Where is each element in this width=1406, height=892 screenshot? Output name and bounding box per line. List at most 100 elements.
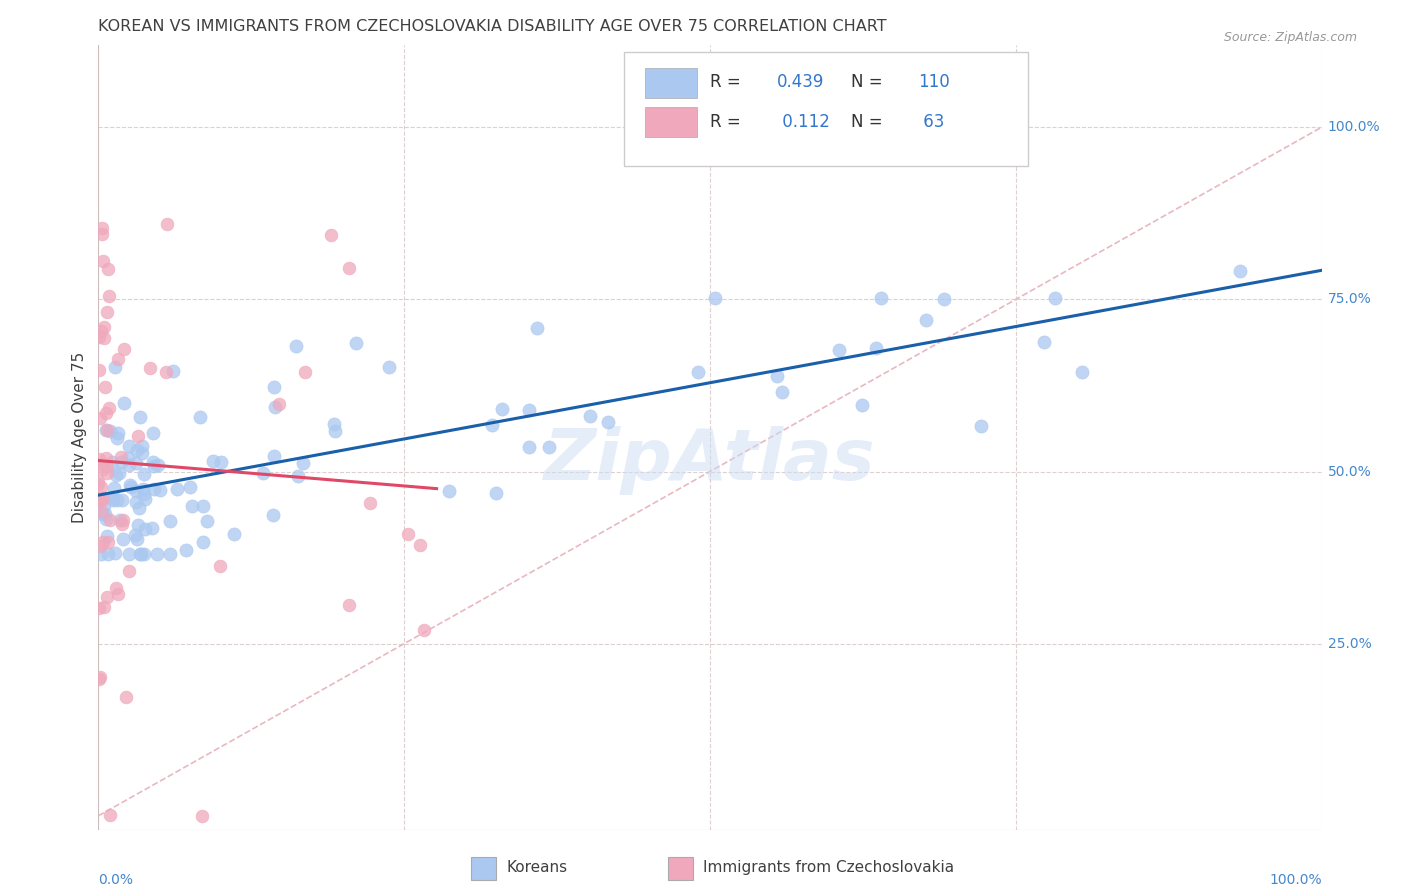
Point	[94, 507, 117, 521]
Point	[162, 364, 184, 378]
Point	[87, 673, 110, 687]
Text: ZipAtlas: ZipAtlas	[544, 426, 876, 495]
Point	[97, 535, 120, 549]
Point	[96, 512, 118, 526]
Point	[209, 455, 232, 469]
Point	[337, 599, 360, 613]
Point	[517, 403, 540, 417]
Point	[128, 501, 150, 516]
Point	[111, 493, 134, 508]
Point	[114, 690, 136, 704]
Point	[285, 339, 308, 353]
Point	[596, 415, 619, 429]
Text: R =: R =	[710, 73, 747, 91]
Point	[87, 475, 110, 489]
Point	[96, 591, 118, 605]
Point	[118, 547, 141, 561]
Point	[107, 587, 129, 601]
Point	[688, 365, 710, 379]
Point	[344, 335, 367, 350]
Point	[134, 522, 156, 536]
Point	[90, 491, 112, 505]
Text: Koreans: Koreans	[506, 861, 567, 875]
Point	[262, 508, 284, 523]
Point	[91, 253, 114, 268]
Point	[112, 342, 135, 356]
Point	[118, 458, 141, 472]
Point	[1229, 263, 1251, 277]
Point	[291, 457, 314, 471]
Point	[110, 450, 132, 464]
Point	[94, 423, 117, 437]
Y-axis label: Disability Age Over 75: Disability Age Over 75	[72, 351, 87, 523]
Text: 100.0%: 100.0%	[1270, 872, 1322, 887]
Point	[159, 547, 181, 561]
Point	[112, 513, 135, 527]
Point	[413, 623, 436, 637]
Point	[97, 289, 120, 303]
Point	[485, 485, 508, 500]
Point	[132, 487, 155, 501]
Point	[537, 440, 560, 454]
Point	[94, 379, 117, 393]
Point	[93, 507, 115, 521]
Point	[87, 600, 110, 615]
FancyBboxPatch shape	[624, 53, 1028, 166]
Text: N =: N =	[851, 112, 887, 130]
Point	[98, 808, 121, 822]
Point	[107, 352, 129, 367]
Point	[294, 365, 316, 379]
Point	[125, 456, 148, 470]
Point	[87, 362, 110, 376]
Point	[142, 425, 165, 440]
Point	[174, 543, 197, 558]
Point	[104, 546, 127, 560]
Text: 0.0%: 0.0%	[98, 872, 134, 887]
Point	[125, 443, 148, 458]
Point	[131, 446, 153, 460]
Point	[91, 221, 114, 235]
Text: 50.0%: 50.0%	[1327, 465, 1371, 478]
Point	[263, 379, 285, 393]
Point	[121, 480, 143, 494]
Point	[96, 305, 118, 319]
Point	[97, 262, 120, 277]
Text: 110: 110	[918, 73, 949, 91]
Point	[325, 424, 347, 438]
Point	[112, 532, 135, 546]
Point	[1071, 365, 1094, 379]
Point	[89, 330, 111, 344]
Point	[322, 417, 344, 431]
Point	[104, 359, 127, 374]
Text: 25.0%: 25.0%	[1327, 637, 1371, 650]
Point	[181, 500, 204, 514]
Point	[104, 581, 127, 595]
Point	[191, 809, 214, 823]
Point	[765, 369, 787, 384]
Point	[90, 493, 112, 508]
Point	[1045, 291, 1067, 305]
Point	[89, 540, 111, 554]
Point	[127, 429, 149, 443]
Text: Source: ZipAtlas.com: Source: ZipAtlas.com	[1223, 31, 1357, 45]
Text: 0.112: 0.112	[778, 112, 830, 130]
Point	[93, 600, 115, 615]
Point	[97, 401, 120, 415]
Point	[94, 406, 117, 420]
Point	[93, 491, 115, 505]
Point	[103, 481, 125, 495]
Point	[865, 342, 887, 356]
Point	[124, 528, 146, 542]
Point	[1033, 334, 1056, 349]
Point	[132, 467, 155, 482]
Point	[222, 527, 245, 541]
Point	[93, 535, 115, 549]
Point	[125, 532, 148, 546]
Point	[96, 458, 118, 473]
Point	[703, 291, 725, 305]
Point	[97, 547, 120, 561]
Point	[209, 558, 232, 573]
Point	[107, 425, 129, 440]
Point	[159, 514, 181, 528]
Point	[146, 458, 169, 473]
